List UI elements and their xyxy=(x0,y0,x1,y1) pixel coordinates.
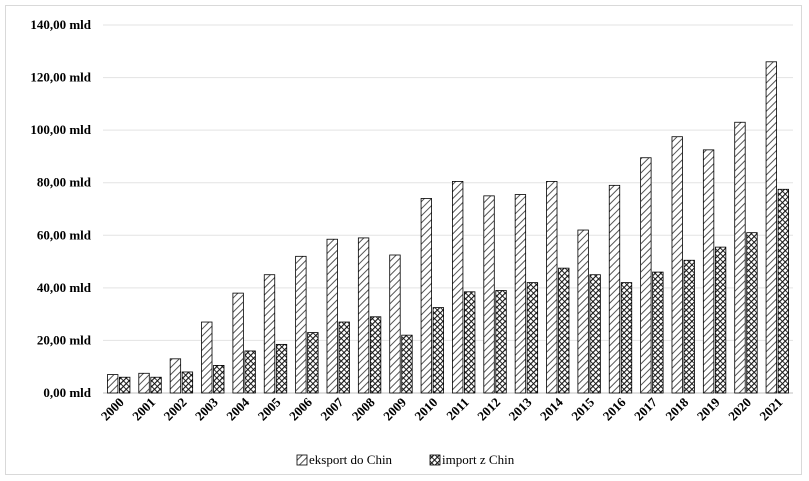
bar-import-2016 xyxy=(620,282,633,394)
x-tick-label: 2004 xyxy=(223,394,252,423)
legend-label-eksport: eksport do Chin xyxy=(309,452,393,467)
bar-import-2011 xyxy=(464,291,476,394)
bar-eksport-2005 xyxy=(263,274,276,394)
x-tick-label: 2019 xyxy=(694,394,723,423)
y-tick-label: 0,00 mld xyxy=(43,385,91,400)
bar-eksport-2014 xyxy=(546,180,558,394)
bar-import-2010 xyxy=(432,307,444,394)
bar-eksport-2016 xyxy=(608,184,621,394)
x-tick-label: 2018 xyxy=(662,394,691,423)
bar-import-2017 xyxy=(652,271,664,394)
bar-eksport-2013 xyxy=(514,194,527,394)
x-tick-label: 2005 xyxy=(255,394,284,423)
bar-import-2003 xyxy=(213,364,225,394)
x-tick-label: 2011 xyxy=(443,395,471,423)
x-tick-label: 2010 xyxy=(411,395,440,424)
legend-swatch-eksport xyxy=(296,454,308,466)
y-tick-label: 100,00 mld xyxy=(30,122,91,137)
bar-import-2006 xyxy=(307,332,319,394)
x-tick-label: 2009 xyxy=(380,394,409,423)
bar-eksport-2011 xyxy=(452,180,464,394)
x-tick-label: 2012 xyxy=(474,395,503,424)
y-tick-label: 60,00 mld xyxy=(37,227,92,242)
bar-eksport-2003 xyxy=(201,321,213,394)
bar-eksport-2017 xyxy=(640,157,652,394)
bar-eksport-2015 xyxy=(577,229,589,394)
bar-eksport-2012 xyxy=(483,195,495,394)
chart-frame xyxy=(5,5,802,475)
legend-swatch-import xyxy=(429,454,441,466)
x-tick-label: 2001 xyxy=(129,395,158,424)
bar-eksport-2010 xyxy=(420,198,432,394)
x-tick-label: 2002 xyxy=(161,395,190,424)
bar-import-2004 xyxy=(244,350,256,394)
bar-import-2007 xyxy=(338,321,350,394)
x-tick-label: 2020 xyxy=(725,395,754,424)
bar-import-2008 xyxy=(369,316,382,394)
bar-import-2021 xyxy=(777,188,789,394)
y-axis-ticks: 0,00 mld 20,00 mld 40,00 mld 60,00 mld 80,00… xyxy=(30,17,91,400)
bar-eksport-2004 xyxy=(232,292,244,394)
y-tick-label: 140,00 mld xyxy=(30,17,91,32)
bar-import-2019 xyxy=(714,246,727,394)
bar-eksport-2009 xyxy=(389,254,401,394)
x-tick-label: 2017 xyxy=(631,394,660,423)
bar-eksport-2006 xyxy=(295,255,307,394)
bar-eksport-2018 xyxy=(671,136,683,394)
x-tick-label: 2016 xyxy=(600,394,629,423)
bar-eksport-2002 xyxy=(169,358,182,394)
legend-label-import: import z Chin xyxy=(442,452,515,467)
x-tick-label: 2014 xyxy=(537,394,566,423)
x-tick-label: 2006 xyxy=(286,394,315,423)
bar-eksport-2020 xyxy=(734,121,746,394)
bar-import-2020 xyxy=(746,232,758,394)
x-tick-label: 2000 xyxy=(98,395,127,424)
bar-import-2009 xyxy=(401,334,413,394)
y-tick-label: 120,00 mld xyxy=(30,70,91,85)
bar-import-2018 xyxy=(683,259,695,394)
bar-eksport-2000 xyxy=(107,374,119,394)
x-tick-label: 2007 xyxy=(317,394,346,423)
bar-eksport-2021 xyxy=(765,61,777,394)
x-tick-label: 2008 xyxy=(349,394,378,423)
x-tick-label: 2003 xyxy=(192,394,221,423)
y-tick-label: 40,00 mld xyxy=(37,280,92,295)
x-tick-label: 2013 xyxy=(506,394,535,423)
y-tick-label: 80,00 mld xyxy=(37,175,92,190)
y-tick-label: 20,00 mld xyxy=(37,332,92,347)
x-tick-label: 2015 xyxy=(568,394,597,423)
bar-eksport-2001 xyxy=(138,372,150,394)
bar-eksport-2007 xyxy=(326,238,338,394)
x-axis-ticks: 2000 2001 2002 2003 2004 2005 2006 2007 2008 2009… xyxy=(98,394,786,423)
bar-import-2012 xyxy=(495,290,507,394)
bar-import-2001 xyxy=(150,376,162,394)
bar-import-2002 xyxy=(181,371,194,394)
bar-import-2000 xyxy=(119,376,131,394)
bars xyxy=(107,61,789,394)
bar-import-2013 xyxy=(526,282,539,394)
bar-import-2015 xyxy=(589,274,601,394)
bar-import-2014 xyxy=(558,267,570,394)
legend: eksport do Chin import z Chin xyxy=(296,452,515,467)
bar-eksport-2019 xyxy=(702,149,715,394)
bar-import-2005 xyxy=(275,343,288,394)
x-tick-label: 2021 xyxy=(756,395,785,424)
bar-eksport-2008 xyxy=(357,237,370,394)
